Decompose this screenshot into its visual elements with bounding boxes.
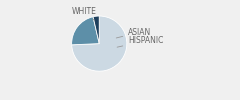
Text: WHITE: WHITE bbox=[72, 7, 96, 20]
Wedge shape bbox=[72, 16, 127, 71]
Wedge shape bbox=[72, 17, 99, 45]
Text: HISPANIC: HISPANIC bbox=[117, 36, 164, 47]
Wedge shape bbox=[93, 16, 99, 44]
Text: ASIAN: ASIAN bbox=[116, 28, 151, 38]
